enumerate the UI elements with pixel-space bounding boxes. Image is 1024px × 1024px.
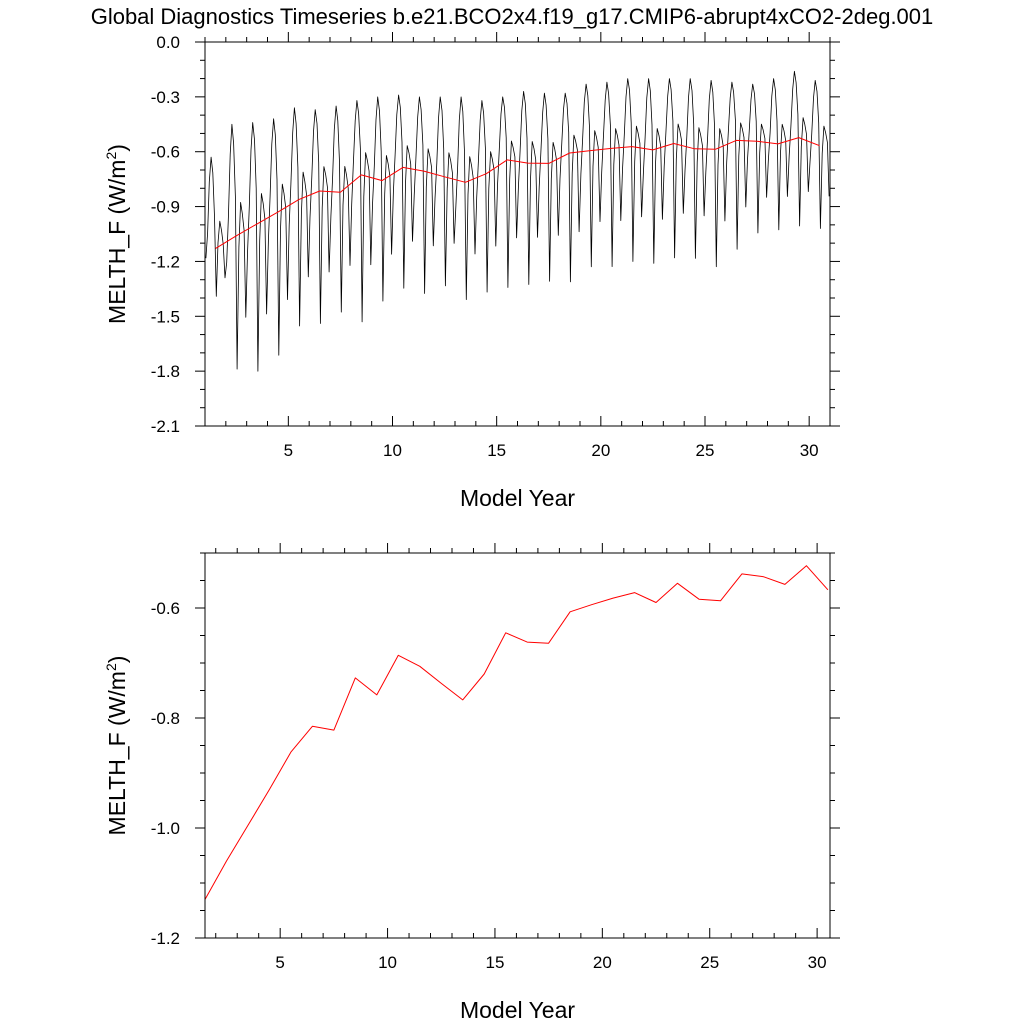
y-axis-title: MELTH_F (W/m2) [103,656,130,836]
y-tick-label: -2.1 [151,417,180,436]
x-tick-label: 10 [378,953,397,972]
y-tick-label: -1.2 [151,252,180,271]
x-tick-label: 30 [800,441,819,460]
x-tick-label: 25 [700,953,719,972]
x-axis-title: Model Year [460,485,575,511]
x-tick-label: 15 [485,953,504,972]
y-tick-label: -1.8 [151,362,180,381]
x-tick-label: 15 [487,441,506,460]
x-tick-label: 20 [593,953,612,972]
y-axis-title: MELTH_F (W/m2) [103,144,130,324]
x-tick-label: 5 [284,441,293,460]
bottom-panel: 5 10 15 20 25 30 -0.6 -0.8 -1.0 -1.2 Model Year MEL… [103,543,840,1023]
x-axis-title: Model Year [460,997,575,1023]
top-panel: 5 10 15 20 25 30 0.0 -0.3 -0.6 -0.9 -1.2 -1.5 -1.8 -2… [103,32,840,511]
y-tick-label: -0.6 [151,599,180,618]
figure-title: Global Diagnostics Timeseries b.e21.BCO2… [91,4,934,29]
y-tick-label: -1.5 [151,307,180,326]
x-tick-label: 30 [808,953,827,972]
x-tick-label: 25 [696,441,715,460]
x-tick-label: 20 [591,441,610,460]
y-tick-label: -0.3 [151,88,180,107]
y-tick-label: -0.9 [151,198,180,217]
y-tick-label: 0.0 [156,33,180,52]
x-tick-label: 10 [383,441,402,460]
y-tick-label: -0.6 [151,143,180,162]
series-line-annual [204,565,829,900]
series-line-annual [215,137,820,250]
x-tick-label: 5 [275,953,284,972]
y-tick-label: -1.0 [151,819,180,838]
series-line-monthly [205,70,830,372]
y-tick-label: -1.2 [151,929,180,948]
y-tick-label: -0.8 [151,709,180,728]
